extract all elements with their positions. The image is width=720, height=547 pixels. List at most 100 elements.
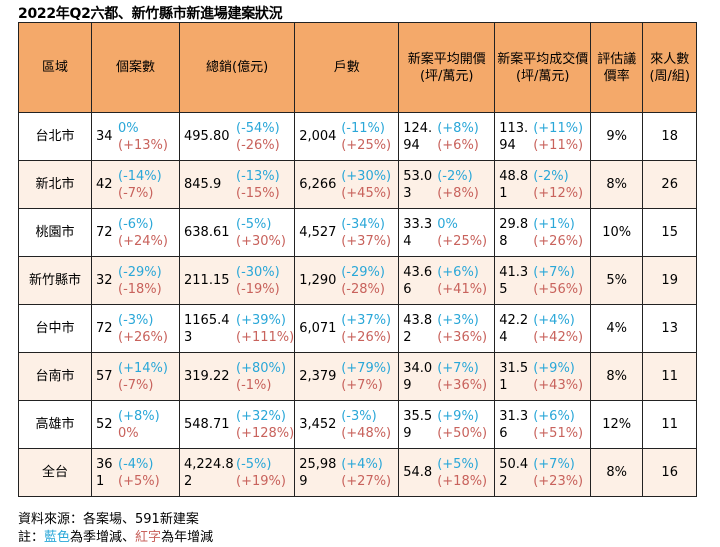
cell-region: 新竹縣市 — [18, 256, 92, 305]
cell-asking-price: 43.82 (+3%) (+36%) — [398, 304, 496, 353]
asking-price-year-change: (+8%) — [437, 185, 479, 201]
cases-year-change: (-18%) — [118, 281, 162, 297]
cases-value: 57 — [96, 369, 113, 384]
cell-region: 新北市 — [18, 160, 92, 209]
units-value: 6,071 — [299, 321, 337, 336]
legend-note: 註：藍色為季增減、紅字為年增減 — [18, 526, 213, 545]
cases-quarter-change: 0% — [118, 120, 139, 136]
cell-total-sales: 638.61 (-5%) (+30%) — [178, 208, 296, 257]
total-sales-year-change: (-1%) — [236, 377, 272, 393]
cases-quarter-change: (-29%) — [118, 264, 162, 280]
units-year-change: (+7%) — [341, 377, 383, 393]
cell-bargain-rate: 5% — [590, 256, 644, 305]
cell-total-sales: 548.71 (+32%) (+128%) — [178, 400, 296, 449]
total-sales-year-change: (+128%) — [236, 425, 295, 441]
total-sales-year-change: (-15%) — [236, 185, 280, 201]
cell-asking-price: 54.8 (+5%) (+18%) — [398, 448, 496, 497]
cell-deal-price: 31.36 (+6%) (+51%) — [494, 400, 592, 449]
cell-asking-price: 33.34 0% (+25%) — [398, 208, 496, 257]
units-quarter-change: (-29%) — [341, 264, 385, 280]
cell-visitors: 18 — [642, 112, 698, 161]
total-sales-year-change: (+111%) — [236, 329, 295, 345]
deal-price-year-change: (+56%) — [533, 281, 584, 297]
cell-asking-price: 43.66 (+6%) (+41%) — [398, 256, 496, 305]
cell-cases: 361 (-4%) (+5%) — [91, 448, 180, 497]
asking-price-quarter-change: (+3%) — [437, 312, 479, 328]
cell-bargain-rate: 8% — [590, 352, 644, 401]
deal-price-quarter-change: (+9%) — [533, 360, 575, 376]
cell-units: 1,290 (-29%) (-28%) — [294, 256, 400, 305]
units-quarter-change: (+79%) — [341, 360, 392, 376]
header-asking-price: 新案平均開價(坪/萬元) — [398, 22, 496, 113]
cell-units: 4,527 (-34%) (+37%) — [294, 208, 400, 257]
deal-price-value: 50.42 — [499, 456, 529, 489]
cases-year-change: 0% — [118, 425, 139, 441]
cell-cases: 34 0% (+13%) — [91, 112, 180, 161]
cases-year-change: (-7%) — [118, 185, 154, 201]
cases-value: 52 — [96, 417, 113, 432]
header-deal-price: 新案平均成交價(坪/萬元) — [494, 22, 592, 113]
cases-year-change: (+24%) — [118, 233, 168, 249]
units-quarter-change: (+30%) — [341, 168, 392, 184]
table-row: 全台 361 (-4%) (+5%) 4,224.82 (-5%) (+19%) 25,989… — [18, 448, 698, 497]
cell-deal-price: 50.42 (+7%) (+23%) — [494, 448, 592, 497]
asking-price-value: 35.59 — [403, 408, 433, 441]
total-sales-year-change: (-19%) — [236, 281, 280, 297]
legend-red-label: 紅字 — [135, 530, 162, 545]
cases-value: 42 — [96, 177, 113, 192]
cases-year-change: (-7%) — [118, 377, 154, 393]
legend-suffix: 為年增減 — [161, 530, 214, 545]
cell-total-sales: 1165.43 (+39%) (+111%) — [178, 304, 296, 353]
units-value: 3,452 — [299, 417, 337, 432]
table-row: 桃園市 72 (-6%) (+24%) 638.61 (-5%) (+30%) 4,527 (-… — [18, 208, 698, 257]
total-sales-value: 1165.43 — [184, 312, 230, 345]
cell-asking-price: 35.59 (+9%) (+50%) — [398, 400, 496, 449]
deal-price-value: 31.51 — [499, 360, 529, 393]
asking-price-year-change: (+36%) — [437, 377, 488, 393]
deal-price-year-change: (+12%) — [533, 185, 584, 201]
asking-price-year-change: (+50%) — [437, 425, 488, 441]
cases-value: 361 — [96, 456, 113, 489]
units-value: 2,004 — [299, 129, 337, 144]
cell-bargain-rate: 12% — [590, 400, 644, 449]
units-value: 1,290 — [299, 273, 337, 288]
cell-units: 3,452 (-3%) (+48%) — [294, 400, 400, 449]
asking-price-year-change: (+36%) — [437, 329, 488, 345]
asking-price-quarter-change: (+8%) — [437, 120, 479, 136]
deal-price-quarter-change: (+1%) — [533, 216, 575, 232]
cell-bargain-rate: 9% — [590, 112, 644, 161]
units-value: 25,989 — [299, 456, 337, 489]
units-quarter-change: (-3%) — [341, 408, 377, 424]
units-value: 2,379 — [299, 369, 337, 384]
deal-price-year-change: (+42%) — [533, 329, 584, 345]
deal-price-year-change: (+43%) — [533, 377, 584, 393]
cases-quarter-change: (+8%) — [118, 408, 160, 424]
total-sales-value: 638.61 — [184, 225, 230, 240]
asking-price-year-change: (+41%) — [437, 281, 488, 297]
cell-region: 台中市 — [18, 304, 92, 353]
total-sales-value: 211.15 — [184, 273, 230, 288]
asking-price-quarter-change: (-2%) — [437, 168, 473, 184]
cell-cases: 42 (-14%) (-7%) — [91, 160, 180, 209]
header-region: 區域 — [18, 22, 92, 113]
deal-price-year-change: (+26%) — [533, 233, 584, 249]
asking-price-value: 34.09 — [403, 360, 433, 393]
cases-quarter-change: (-3%) — [118, 312, 154, 328]
cell-cases: 72 (-6%) (+24%) — [91, 208, 180, 257]
asking-price-quarter-change: 0% — [437, 216, 458, 232]
cases-quarter-change: (+14%) — [118, 360, 168, 376]
asking-price-year-change: (+25%) — [437, 233, 488, 249]
deal-price-value: 42.24 — [499, 312, 529, 345]
total-sales-quarter-change: (-30%) — [236, 264, 280, 280]
deal-price-value: 48.81 — [499, 168, 529, 201]
asking-price-quarter-change: (+6%) — [437, 264, 479, 280]
legend-prefix: 註： — [18, 530, 45, 545]
header-cases: 個案數 — [91, 22, 180, 113]
cell-cases: 72 (-3%) (+26%) — [91, 304, 180, 353]
deal-price-year-change: (+23%) — [533, 473, 584, 489]
asking-price-value: 33.34 — [403, 216, 433, 249]
deal-price-year-change: (+11%) — [533, 137, 584, 153]
total-sales-quarter-change: (-13%) — [236, 168, 280, 184]
cell-asking-price: 53.03 (-2%) (+8%) — [398, 160, 496, 209]
cell-visitors: 11 — [642, 400, 698, 449]
